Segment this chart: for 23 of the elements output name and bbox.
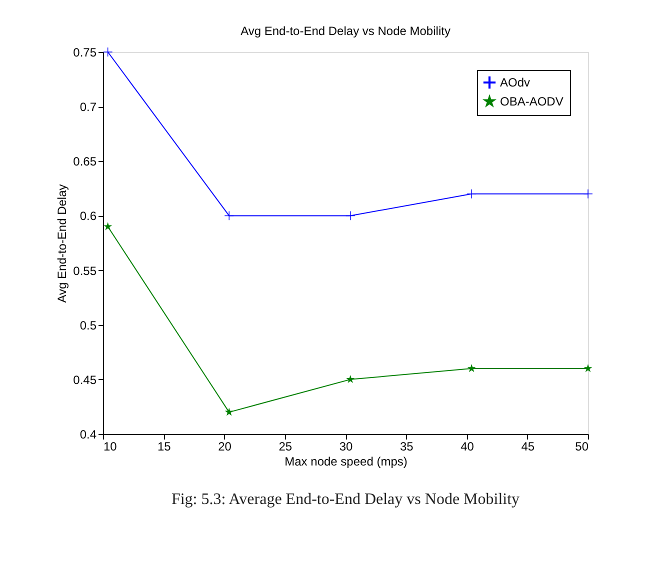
x-tick-label: 35 [400, 440, 414, 454]
y-tick-label: 0.7 [80, 100, 97, 114]
y-tick-label: 0.5 [80, 318, 97, 332]
text: Fig: 5.3: Average End-to-End Delay vs Node Mobility [171, 491, 520, 508]
x-axis-title: Max node speed (mps) [284, 454, 408, 468]
y-tick-label: 0.65 [73, 154, 97, 169]
x-tick-label: 25 [278, 440, 292, 454]
y-axis-title: Avg End-to-End Delay [55, 184, 70, 303]
y-tick-label: 0.6 [80, 209, 97, 224]
y-tick-label: 0.55 [73, 264, 97, 278]
x-tick-label: 50 [575, 440, 589, 454]
legend-label: AOdv [500, 76, 530, 90]
x-tick-label: 45 [521, 440, 535, 454]
x-tick-label: 10 [104, 440, 118, 454]
x-tick-label: 40 [460, 440, 474, 454]
x-tick-label: 30 [339, 440, 353, 454]
x-tick-label: 15 [157, 440, 172, 454]
y-tick-label: 0.75 [73, 46, 97, 60]
legend-label: OBA-AODV [500, 94, 564, 108]
x-tick-label: 20 [218, 440, 232, 454]
chart-title: Avg End-to-End Delay vs Node Mobility [240, 24, 450, 38]
y-tick-label: 0.45 [73, 372, 97, 387]
y-tick-label: 0.4 [80, 428, 97, 442]
